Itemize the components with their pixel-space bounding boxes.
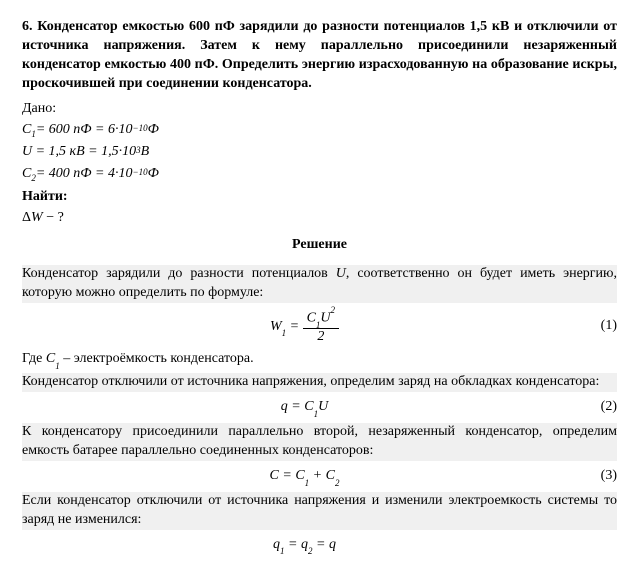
find-expression: ΔW − ? (22, 209, 617, 228)
equation-2-number: (2) (587, 398, 617, 417)
eq3-c1: C (295, 468, 304, 483)
equation-3-number: (3) (587, 467, 617, 486)
eq3-c1-sub: 1 (305, 478, 310, 488)
w-symbol: W (31, 210, 43, 225)
given-c1: C1 = 600 пФ = 6·10−10 Ф (22, 121, 617, 140)
equation-4-body: q1 = q2 = q (22, 536, 587, 555)
eq1-fraction: C1U22 (303, 309, 339, 345)
equation-3: C = C1 + C2 (3) (22, 467, 617, 486)
para2-c-sub: 1 (55, 361, 60, 371)
eq4-q1: q (273, 537, 280, 552)
equation-3-body: C = C1 + C2 (22, 467, 587, 486)
eq3-c2-sub: 2 (335, 478, 340, 488)
para2-c: C (46, 351, 55, 366)
eq2-mid: = (288, 399, 304, 414)
eq1-num-u-sup: 2 (331, 305, 336, 315)
eq3-mid: = (279, 468, 295, 483)
problem-statement: 6. Конденсатор емкостью 600 пФ зарядили … (22, 18, 617, 94)
equation-1: W1 = C1U22 (1) (22, 309, 617, 345)
para1-a: Конденсатор зарядили до разности потенци… (22, 266, 336, 281)
find-label: Найти: (22, 188, 617, 207)
para2-b: – электроёмкость конденсатора. (60, 351, 254, 366)
eq4-eq2: = (313, 537, 329, 552)
eq4-q1-sub: 1 (280, 546, 285, 556)
problem-text: Конденсатор емкостью 600 пФ зарядили до … (22, 19, 617, 91)
c2-sup: −10 (133, 166, 148, 178)
eq2-u: U (318, 399, 328, 414)
equation-2: q = C1U (2) (22, 398, 617, 417)
problem-number: 6. (22, 19, 33, 34)
u-unit: В (141, 143, 150, 162)
c1-sup: −10 (133, 122, 148, 134)
para2-a: Где (22, 351, 46, 366)
equation-4: q1 = q2 = q (22, 536, 617, 555)
eq3-c2: C (326, 468, 335, 483)
eq3-c: C (270, 468, 279, 483)
c1-subscript: 1 (31, 128, 36, 140)
solution-para5: Если конденсатор отключили от источника … (22, 492, 617, 530)
u-expr: U = 1,5 кВ = 1,5·10 (22, 143, 136, 162)
eq1-num-c-sub: 1 (316, 320, 321, 330)
eq4-eq1: = (285, 537, 301, 552)
eq1-den: 2 (303, 329, 339, 344)
c1-mid: = 600 пФ = 6·10 (36, 121, 133, 140)
eq1-w: W (270, 319, 282, 334)
solution-title: Решение (22, 236, 617, 255)
c2-subscript: 2 (31, 172, 36, 184)
eq2-c: C (304, 399, 313, 414)
solution-para2: Где C1 – электроёмкость конденсатора. (22, 350, 617, 369)
solution-para4: К конденсатору присоединили параллельно … (22, 423, 617, 461)
eq2-q: q (281, 399, 288, 414)
eq1-equals: = (286, 319, 302, 334)
solution-para1: Конденсатор зарядили до разности потенци… (22, 265, 617, 303)
equation-1-body: W1 = C1U22 (22, 309, 587, 345)
delta-symbol: Δ (22, 210, 31, 225)
eq1-num-u: U (320, 310, 330, 325)
eq4-q: q (329, 537, 336, 552)
eq2-c-sub: 1 (314, 409, 319, 419)
c1-symbol: C (22, 121, 31, 140)
given-c2: C2 = 400 пФ = 4·10−10 Ф (22, 165, 617, 184)
eq1-num-c: C (307, 310, 316, 325)
eq3-plus: + (309, 468, 325, 483)
given-label: Дано: (22, 100, 617, 119)
solution-para3: Конденсатор отключили от источника напря… (22, 373, 617, 392)
u-sup: 3 (136, 144, 141, 156)
eq4-q2-sub: 2 (308, 546, 313, 556)
c2-mid: = 400 пФ = 4·10 (36, 165, 133, 184)
equation-1-number: (1) (587, 317, 617, 336)
equation-2-body: q = C1U (22, 398, 587, 417)
c2-symbol: C (22, 165, 31, 184)
eq1-w-sub: 1 (282, 328, 287, 338)
eq4-q2: q (301, 537, 308, 552)
c2-unit: Ф (148, 165, 159, 184)
given-u: U = 1,5 кВ = 1,5·103 В (22, 143, 617, 162)
para1-u: U (336, 266, 346, 281)
c1-unit: Ф (148, 121, 159, 140)
find-tail: − ? (43, 210, 64, 225)
